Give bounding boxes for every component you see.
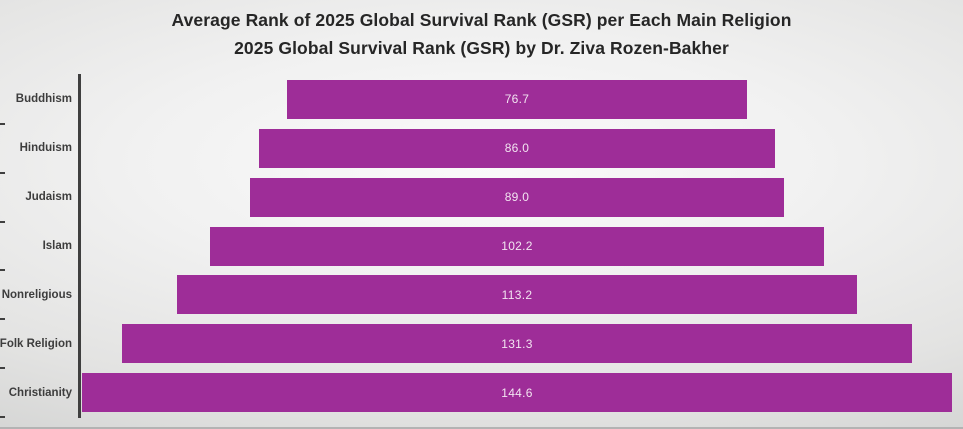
bar-judaism: 89.0 bbox=[249, 177, 785, 217]
axis-tick-mark bbox=[0, 171, 5, 174]
bar-value-label-folk-religion: 131.3 bbox=[501, 336, 533, 351]
bar-value-label-christianity: 144.6 bbox=[501, 385, 533, 400]
category-label-nonreligious: Nonreligious bbox=[1, 288, 72, 301]
chart-subtitle: 2025 Global Survival Rank (GSR) by Dr. Z… bbox=[234, 38, 729, 58]
category-label-judaism: Judaism bbox=[25, 191, 72, 204]
chart-title-block: Average Rank of 2025 Global Survival Ran… bbox=[0, 6, 963, 62]
bar-value-label-buddhism: 76.7 bbox=[504, 92, 530, 107]
bar-christianity: 144.6 bbox=[82, 373, 952, 413]
bar-value-label-judaism: 89.0 bbox=[504, 190, 530, 205]
axis-tick-mark bbox=[0, 318, 5, 321]
axis-tick-mark bbox=[0, 269, 5, 272]
bar-islam: 102.2 bbox=[209, 226, 825, 266]
bar-value-label-islam: 102.2 bbox=[501, 239, 533, 253]
axis-tick-mark bbox=[0, 416, 5, 419]
bar-folk-religion: 131.3 bbox=[122, 324, 912, 364]
bar-hinduism: 86.0 bbox=[258, 128, 776, 168]
category-label-folk-religion: Folk Religion bbox=[0, 337, 72, 350]
category-label-buddhism: Buddhism bbox=[15, 93, 72, 106]
bar-nonreligious: 113.2 bbox=[176, 275, 858, 315]
category-axis-line bbox=[78, 74, 81, 418]
bar-value-label-nonreligious: 113.2 bbox=[501, 287, 533, 302]
axis-tick-mark bbox=[0, 367, 5, 370]
chart-title: Average Rank of 2025 Global Survival Ran… bbox=[171, 10, 792, 30]
axis-tick-mark bbox=[0, 220, 5, 223]
bar-value-label-hinduism: 86.0 bbox=[504, 141, 530, 156]
category-label-islam: Islam bbox=[42, 240, 72, 252]
axis-tick-mark bbox=[0, 122, 5, 125]
category-label-christianity: Christianity bbox=[8, 386, 72, 399]
category-label-hinduism: Hinduism bbox=[19, 142, 72, 155]
bar-buddhism: 76.7 bbox=[286, 79, 748, 119]
